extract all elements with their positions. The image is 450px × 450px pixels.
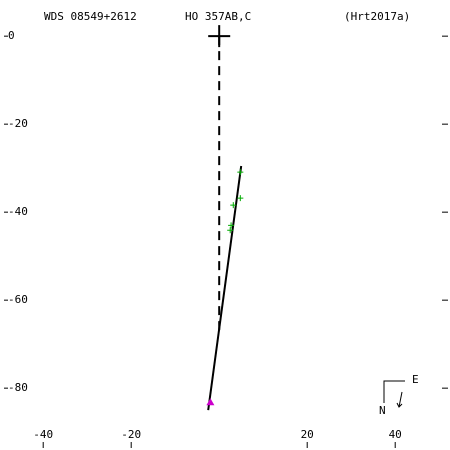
- compass-east: E: [412, 373, 419, 386]
- primary-star: [208, 25, 231, 48]
- compass-arrow-head: [396, 402, 403, 408]
- observation: [237, 195, 244, 202]
- compass-north: N: [379, 404, 386, 417]
- x-tick-label: -40: [33, 428, 53, 441]
- x-tick-label: -20: [121, 428, 141, 441]
- y-tick-label: 0: [8, 29, 15, 42]
- y-tick-label: -40: [8, 205, 28, 218]
- observation: [227, 227, 234, 234]
- compass-axes: [383, 380, 405, 403]
- y-tick-label: -20: [8, 117, 28, 130]
- pair-name: HO 357AB,C: [185, 10, 251, 23]
- chart-title: WDS 08549+2612: [44, 10, 137, 23]
- predicted-point: [206, 398, 215, 406]
- reference: (Hrt2017a): [344, 10, 410, 23]
- observation: [230, 202, 237, 209]
- y-tick-label: -80: [8, 381, 28, 394]
- compass-arrow: [398, 391, 403, 408]
- observation: [228, 222, 235, 229]
- orbit-line: [207, 165, 243, 411]
- x-tick-label: 40: [389, 428, 402, 441]
- observation: [237, 169, 244, 176]
- x-tick-label: 20: [301, 428, 314, 441]
- y-tick-label: -60: [8, 293, 28, 306]
- compass: E N: [379, 373, 419, 417]
